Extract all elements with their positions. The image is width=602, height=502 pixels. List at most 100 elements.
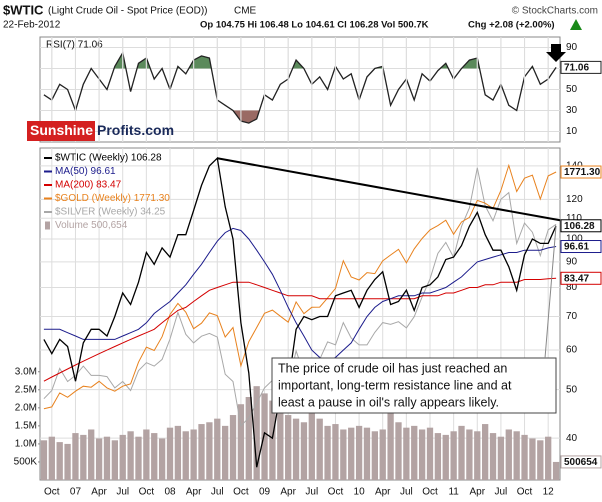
value-box: [560, 60, 602, 74]
x-tick-label: 09: [259, 487, 271, 498]
volume-bar: [190, 429, 197, 480]
volume-bar: [537, 440, 544, 480]
value-label: 500654: [564, 457, 598, 468]
logo-left: Sunshine: [30, 122, 93, 138]
volume-bar: [285, 415, 292, 480]
volume-bar: [316, 418, 323, 480]
logo-right: Profits.com: [97, 122, 174, 138]
series-line: [43, 50, 557, 124]
x-tick-label: Jul: [116, 487, 129, 498]
quote: Op 104.75 Hi 106.48 Lo 104.61 Cl 106.28 …: [200, 20, 429, 31]
volume-bar: [308, 411, 315, 480]
y-tick-label: 120: [566, 194, 583, 205]
volume-tick-label: 1.0M: [15, 439, 37, 450]
volume-bar: [442, 434, 449, 480]
volume-bar: [48, 436, 55, 480]
down-arrow: [546, 44, 566, 62]
x-tick-label: 12: [543, 487, 555, 498]
volume-bar: [466, 429, 473, 480]
y-tick-label: 60: [566, 345, 578, 356]
volume-bar: [458, 425, 465, 480]
volume-bar: [292, 418, 300, 480]
date: 22-Feb-2012: [3, 20, 61, 31]
volume-bar: [482, 424, 489, 480]
volume-bar: [166, 427, 174, 480]
x-tick-label: Apr: [280, 487, 296, 498]
value-box: [560, 455, 602, 469]
legend-label: MA(50) 96.61: [55, 166, 116, 177]
volume-tick-label: 2.0M: [15, 402, 37, 413]
series-line: [43, 227, 557, 362]
volume-bar: [269, 400, 276, 480]
volume-bar: [214, 418, 221, 480]
legend-label: $GOLD (Weekly) 1771.30: [55, 193, 170, 204]
volume-bar: [40, 440, 48, 480]
price-panel: [39, 147, 561, 481]
x-tick-label: Jul: [400, 487, 413, 498]
legend-swatch: [45, 221, 50, 230]
annotation-box: [271, 357, 557, 414]
x-tick-label: Jul: [305, 487, 318, 498]
volume-tick-label: 500K: [14, 457, 38, 468]
volume-bar: [332, 424, 339, 480]
volume-tick-label: 1.5M: [15, 421, 37, 432]
volume-bar: [135, 436, 142, 480]
volume-bar: [229, 415, 237, 480]
volume-bar: [253, 386, 260, 480]
symbol: $WTIC: [3, 2, 44, 17]
volume-bar: [182, 431, 189, 480]
value-label: 96.61: [564, 242, 589, 253]
y-tick-label: 50: [566, 84, 578, 95]
value-box: [560, 165, 602, 179]
value-label: 71.06: [564, 63, 589, 74]
volume-bar: [277, 407, 284, 480]
volume-bar: [56, 442, 63, 480]
y-tick-label: 90: [566, 257, 578, 268]
x-tick-label: Apr: [186, 487, 202, 498]
x-tick-label: 07: [70, 487, 82, 498]
value-label: 83.47: [564, 273, 589, 284]
volume-bar: [111, 440, 118, 480]
volume-bar: [474, 431, 481, 480]
volume-bar: [95, 438, 103, 480]
x-tick-label: Oct: [422, 487, 438, 498]
volume-bar: [80, 434, 87, 480]
volume-bar: [237, 404, 245, 480]
volume-bar: [529, 438, 536, 480]
y-tick-label: 70: [566, 311, 578, 322]
x-tick-label: Jul: [211, 487, 224, 498]
value-box: [560, 271, 602, 285]
volume-bar: [198, 424, 205, 480]
x-tick-label: Jul: [495, 487, 508, 498]
y-tick-label: 10: [566, 126, 578, 137]
y-tick-label: 30: [566, 105, 578, 116]
volume-bar: [64, 443, 71, 480]
annotation-text: least a pause in oil's rally appears lik…: [278, 395, 499, 409]
x-tick-label: Apr: [375, 487, 391, 498]
x-tick-label: 10: [354, 487, 366, 498]
series-line: [43, 156, 557, 468]
panel-title: RSI(7) 71.06: [46, 40, 103, 51]
legend-label: Volume 500,654: [55, 220, 128, 231]
legend-label: $SILVER (Weekly) 34.25: [55, 207, 166, 218]
volume-bar: [395, 422, 402, 480]
volume-bar: [300, 422, 308, 480]
value-label: 106.28: [564, 221, 595, 232]
volume-bar: [245, 397, 252, 480]
series-line: [43, 277, 557, 382]
volume-bar: [72, 433, 79, 480]
volume-bar: [119, 434, 126, 480]
volume-bar: [348, 427, 355, 480]
volume-bar: [489, 433, 497, 480]
volume-bar: [261, 393, 268, 480]
y-tick-label: 40: [566, 433, 578, 444]
x-tick-label: Apr: [91, 487, 107, 498]
legend-label: MA(200) 83.47: [55, 180, 122, 191]
x-tick-label: 08: [164, 487, 176, 498]
x-tick-label: 11: [448, 487, 459, 498]
series-line: [43, 163, 557, 410]
volume-bar: [174, 425, 182, 480]
x-tick-label: Oct: [328, 487, 344, 498]
